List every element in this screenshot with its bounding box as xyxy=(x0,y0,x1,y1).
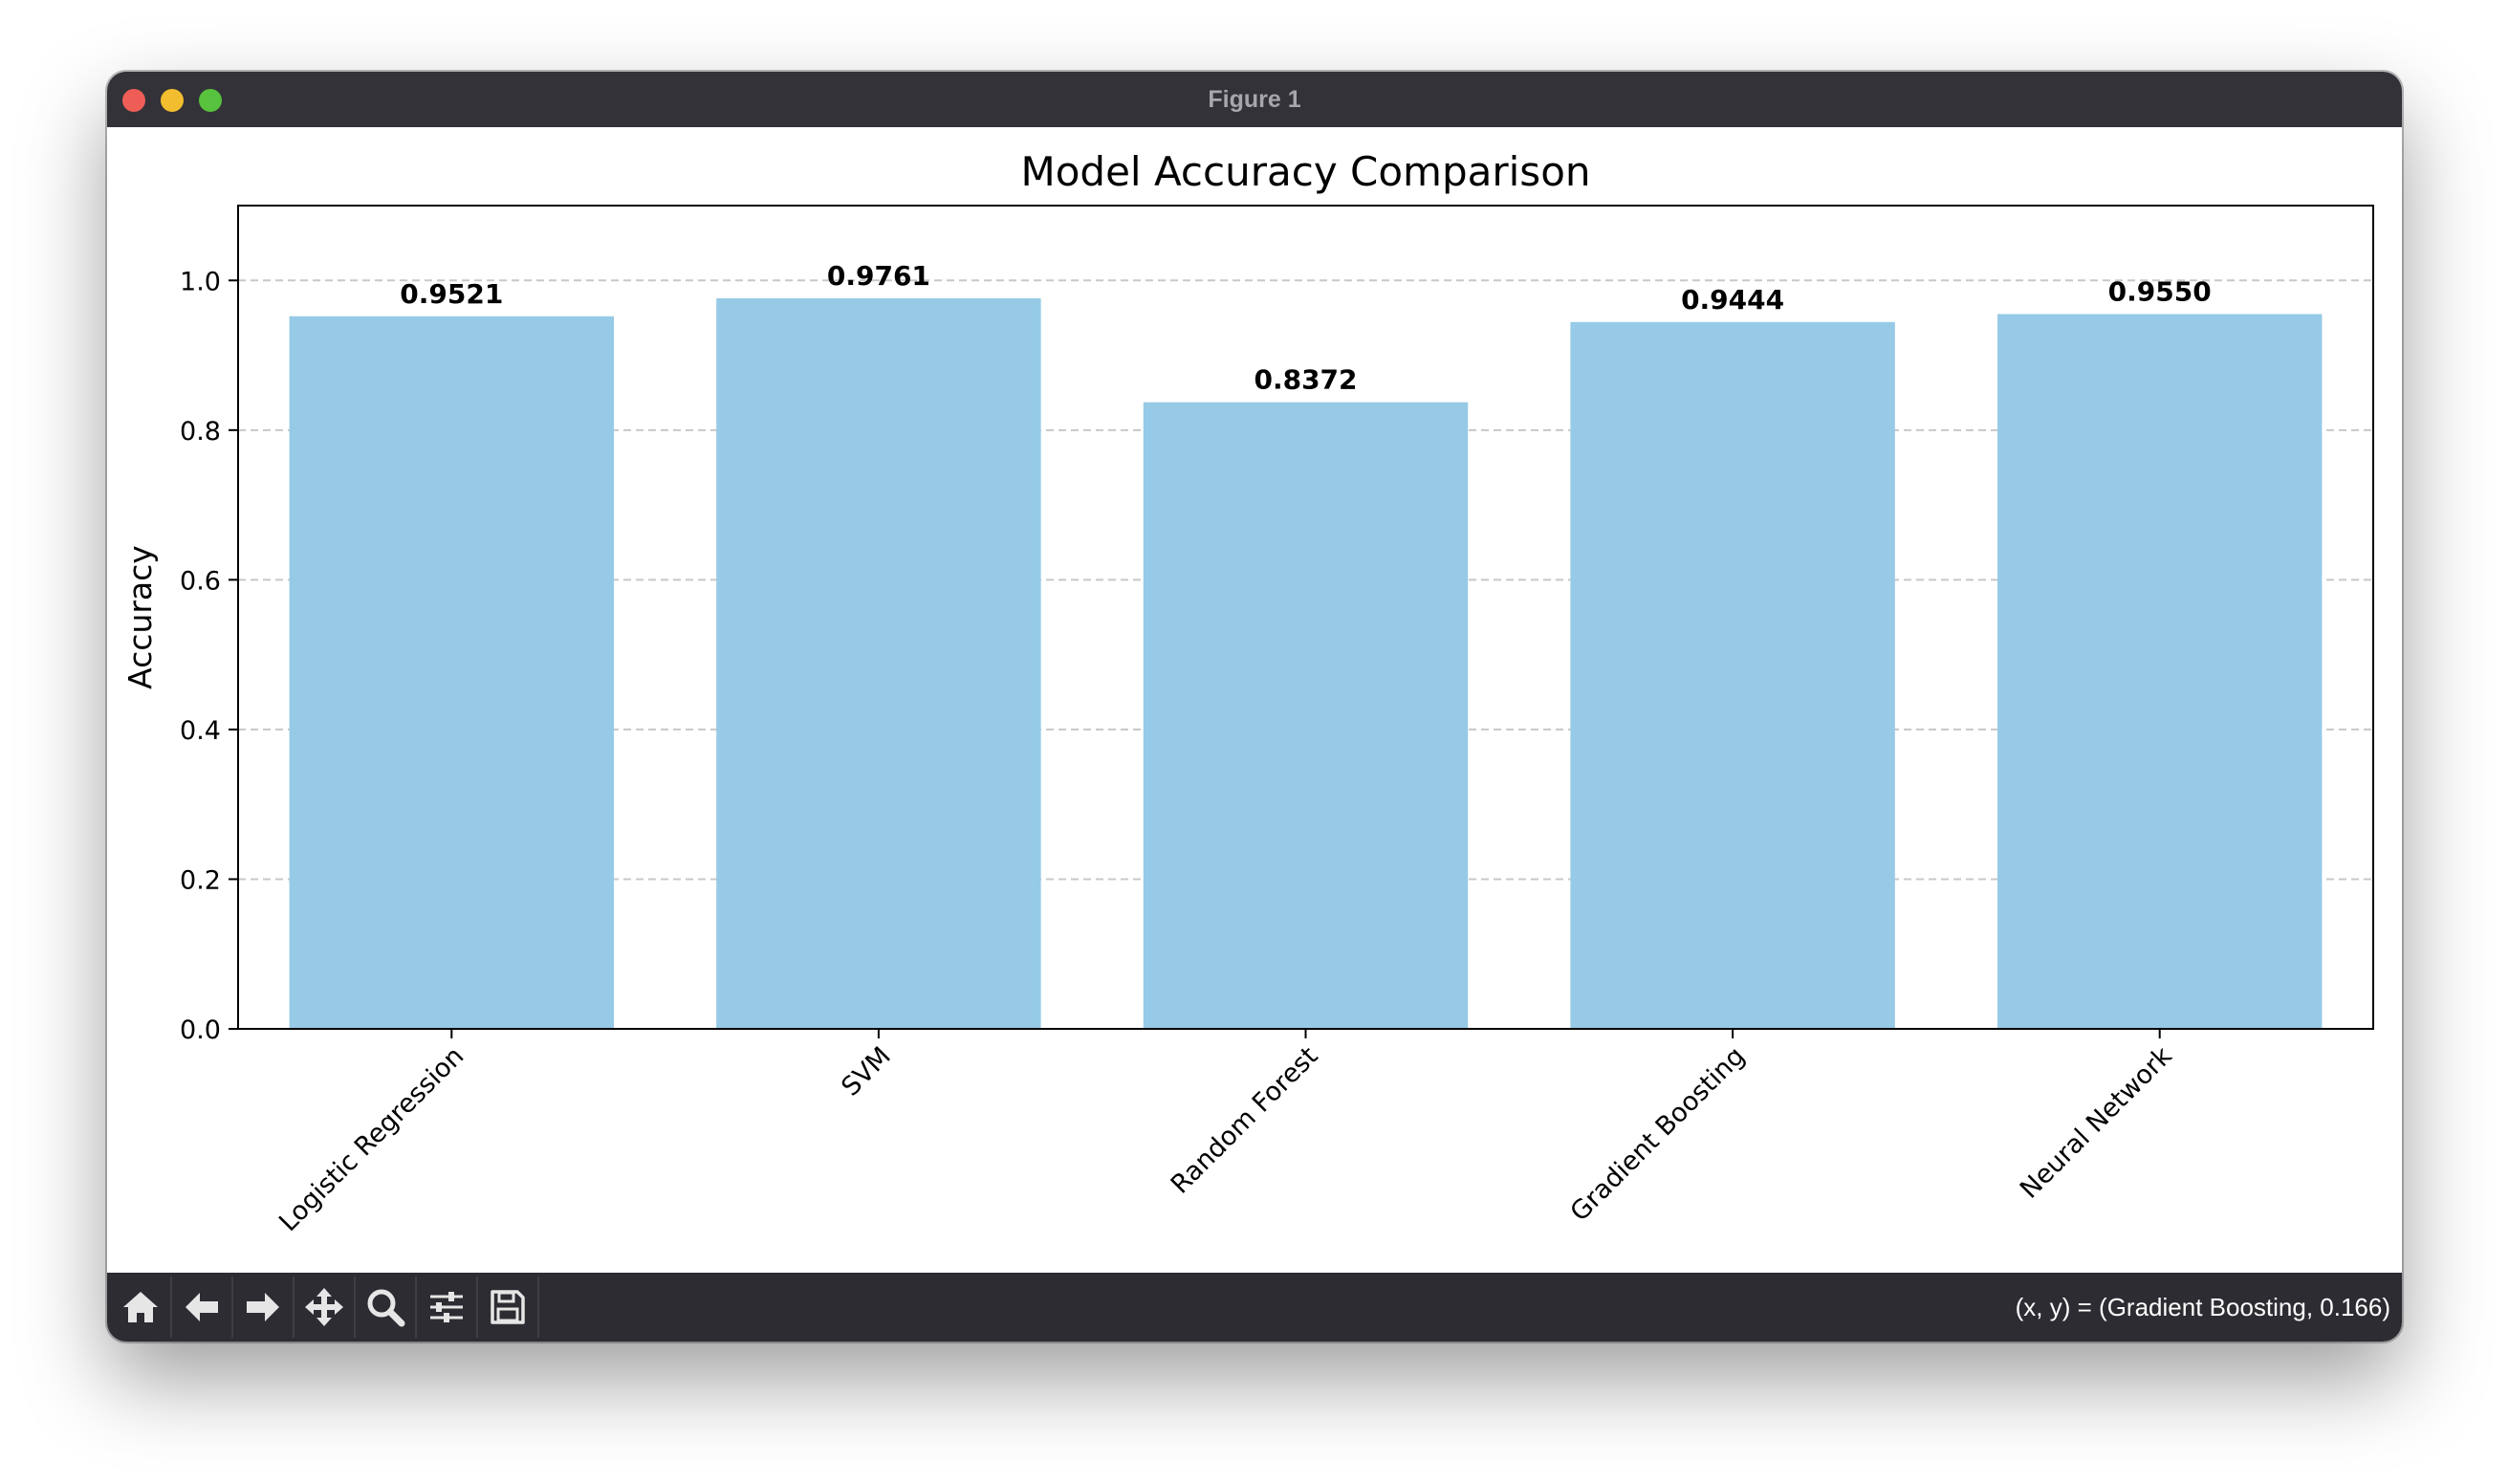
x-tick-label: Random Forest xyxy=(1166,1041,1324,1200)
y-tick-label: 0.8 xyxy=(180,417,221,447)
figure-canvas[interactable]: Model Accuracy Comparison 0.9521 0.9761 0.8… xyxy=(107,127,2402,1273)
forward-button[interactable] xyxy=(233,1277,295,1338)
pan-button[interactable] xyxy=(295,1277,356,1338)
y-tick-label: 1.0 xyxy=(180,267,221,296)
x-tick-label: Neural Network xyxy=(2015,1041,2178,1205)
configure-subplots-button[interactable] xyxy=(417,1277,478,1338)
maximize-window-button[interactable] xyxy=(199,89,222,112)
bar-value-label: 0.8372 xyxy=(1254,364,1357,396)
bar-chart: Model Accuracy Comparison 0.9521 0.9761 0.8… xyxy=(121,148,2374,1237)
y-tick-label: 0.2 xyxy=(180,865,221,895)
home-icon xyxy=(123,1292,158,1322)
close-window-button[interactable] xyxy=(122,89,145,112)
x-tick-label: Gradient Boosting xyxy=(1565,1041,1752,1228)
title-bar: Figure 1 xyxy=(107,72,2402,127)
figure-window: Figure 1 Model Accuracy Comparison 0.9521… xyxy=(107,72,2402,1342)
back-arrow-icon xyxy=(185,1293,218,1321)
x-tick-label: Logistic Regression xyxy=(273,1041,469,1237)
navigation-toolbar: (x, y) = (Gradient Boosting, 0.166) xyxy=(107,1273,2402,1342)
y-tick-label: 0.6 xyxy=(180,566,221,596)
save-floppy-icon xyxy=(491,1290,525,1324)
back-button[interactable] xyxy=(172,1277,233,1338)
save-button[interactable] xyxy=(478,1277,539,1338)
y-tick-label: 0.4 xyxy=(180,716,221,746)
bar-value-label: 0.9521 xyxy=(400,278,503,310)
home-button[interactable] xyxy=(111,1277,172,1338)
y-axis-label: Accuracy xyxy=(121,545,159,689)
configure-subplots-icon xyxy=(430,1292,463,1322)
cursor-coordinates: (x, y) = (Gradient Boosting, 0.166) xyxy=(2015,1293,2390,1321)
x-tick-label: SVM xyxy=(836,1041,897,1102)
pan-move-icon xyxy=(305,1288,343,1326)
bar xyxy=(716,297,1041,1029)
bar xyxy=(1143,402,1469,1030)
bar-value-label: 0.9550 xyxy=(2108,275,2212,307)
minimize-window-button[interactable] xyxy=(161,89,184,112)
window-title: Figure 1 xyxy=(1208,86,1301,113)
bar-value-label: 0.9444 xyxy=(1681,284,1784,316)
bar xyxy=(289,316,615,1029)
y-tick-label: 0.0 xyxy=(180,1015,221,1045)
forward-arrow-icon xyxy=(247,1293,279,1321)
bar xyxy=(1570,321,1895,1029)
bar-value-label: 0.9761 xyxy=(827,260,930,292)
bar xyxy=(1996,314,2323,1029)
zoom-button[interactable] xyxy=(356,1277,417,1338)
zoom-magnifier-icon xyxy=(367,1289,405,1327)
chart-title: Model Accuracy Comparison xyxy=(1020,148,1590,195)
